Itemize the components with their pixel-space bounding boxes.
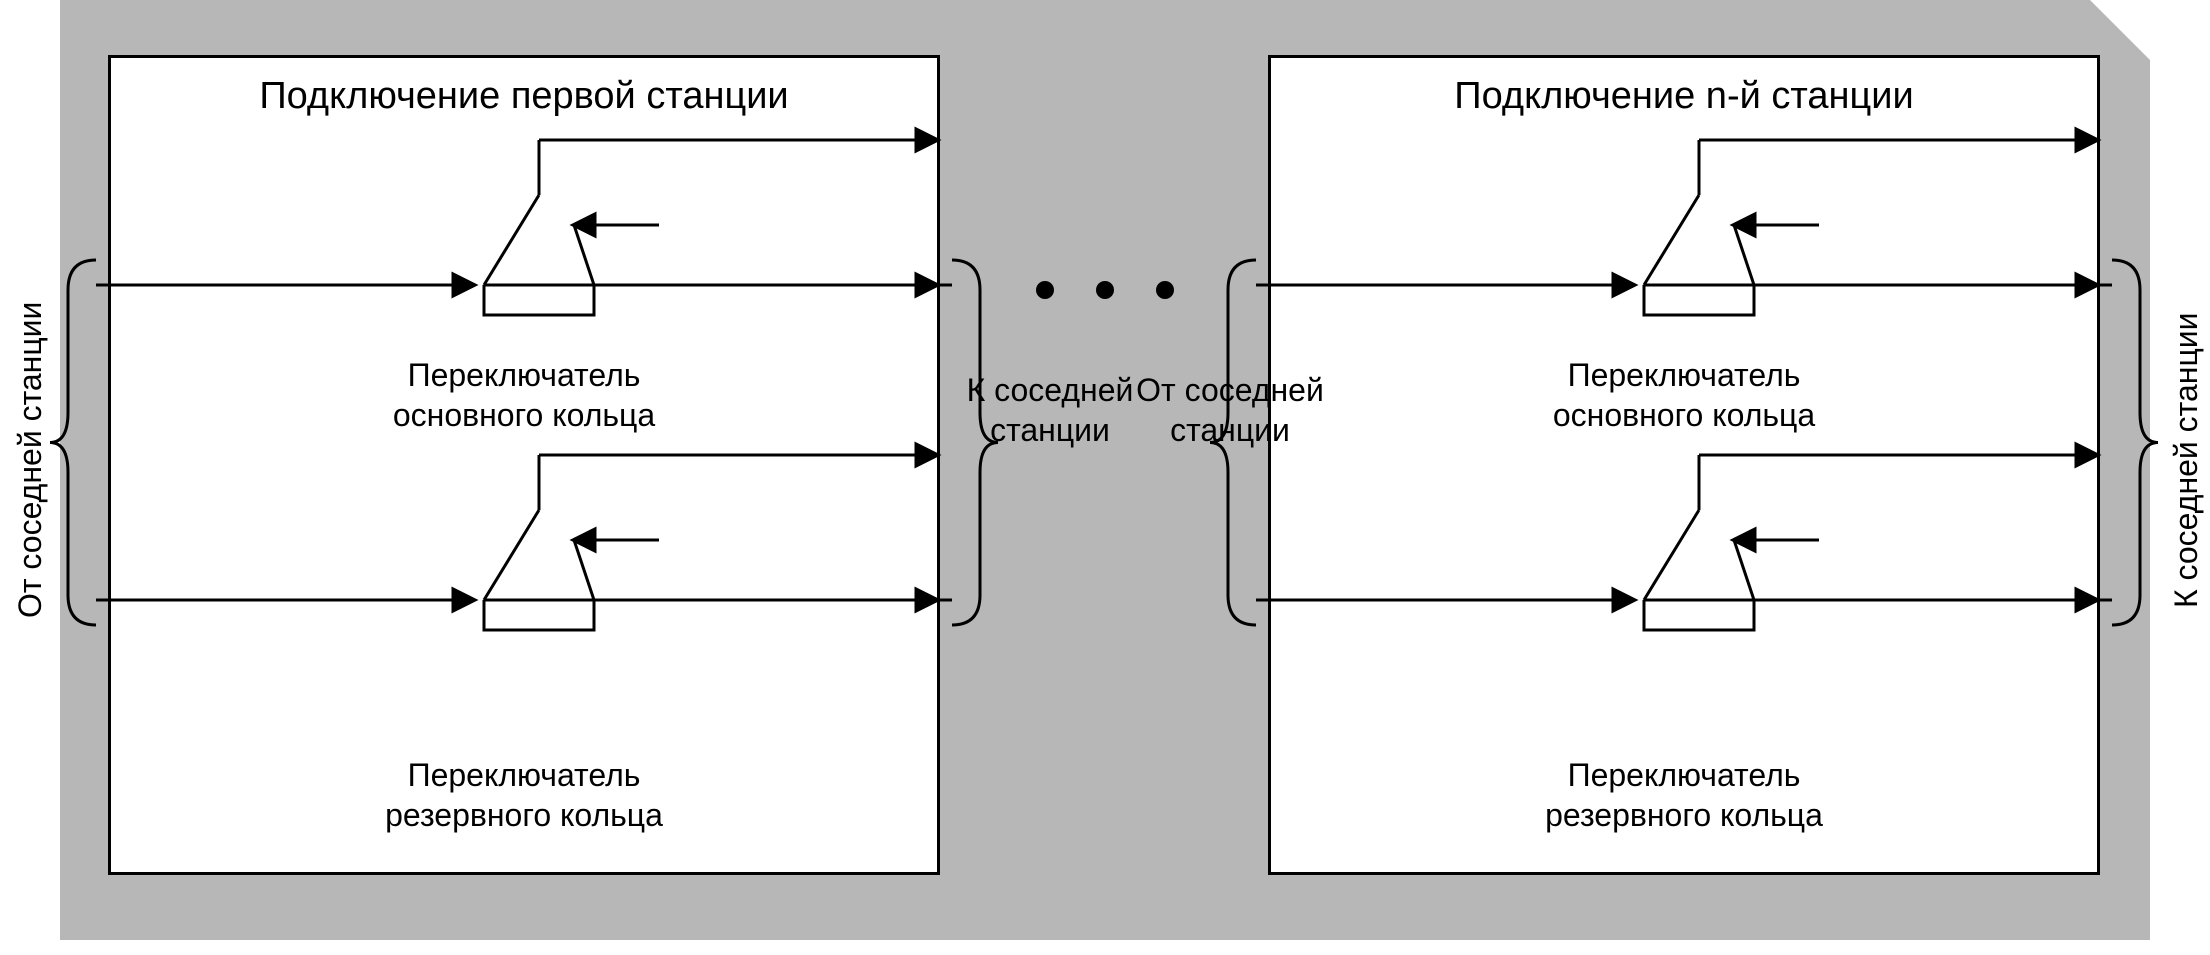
label-switch-reserve-left: Переключательрезервного кольца: [108, 755, 940, 835]
label-to-neighbor-right: К соседней станции: [2168, 250, 2205, 670]
label-switch-reserve-right: Переключательрезервного кольца: [1268, 755, 2100, 835]
label-switch-primary-right: Переключательосновного кольца: [1268, 355, 2100, 435]
station-title-nth: Подключение n-й станции: [1268, 73, 2100, 121]
station-box-nth: [1268, 55, 2100, 875]
station-box-first: [108, 55, 940, 875]
diagram-stage: От соседней станции К соседней станции П…: [0, 0, 2210, 955]
label-from-neighbor-center: От соседнейстанции: [1135, 370, 1325, 450]
label-from-neighbor-left: От соседней станции: [12, 250, 49, 670]
label-to-neighbor-center: К соседнейстанции: [965, 370, 1135, 450]
label-switch-primary-left: Переключательосновного кольца: [108, 355, 940, 435]
station-title-first: Подключение первой станции: [108, 73, 940, 121]
